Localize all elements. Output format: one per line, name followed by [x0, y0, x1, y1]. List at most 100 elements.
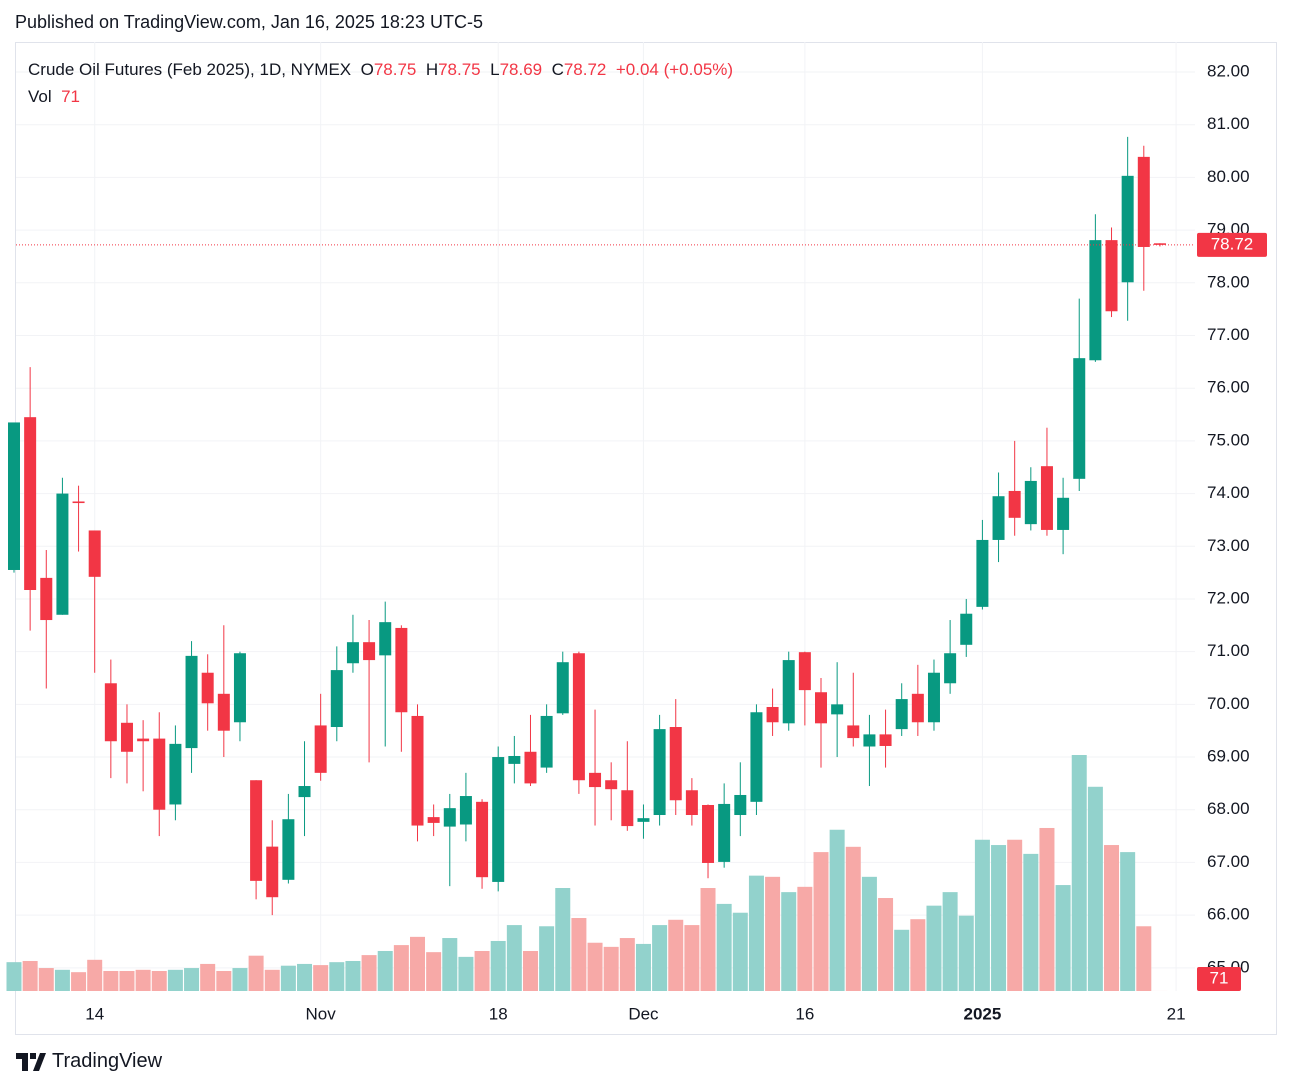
volume-bar [942, 892, 958, 991]
volume-bar [200, 963, 216, 991]
candle-body [1137, 156, 1150, 247]
volume-bar [1039, 827, 1055, 991]
legend-row: Crude Oil Futures (Feb 2025), 1D, NYMEX … [28, 56, 733, 83]
volume-bar [603, 946, 619, 991]
candle-body [572, 653, 585, 781]
candle-body [847, 725, 860, 739]
y-tick-label: 67.00 [1207, 852, 1250, 871]
last-volume-box [1197, 967, 1241, 991]
ohlc-letter: L [490, 60, 500, 79]
candle-body [1089, 240, 1102, 361]
candle-body [88, 530, 101, 577]
volume-bar [700, 888, 716, 991]
candle-body [104, 683, 117, 742]
volume-bar [280, 965, 296, 991]
volume-bar [6, 962, 22, 991]
candle-body [395, 627, 408, 713]
volume-bar [442, 938, 458, 991]
candle-body [233, 653, 246, 723]
grid [16, 42, 1195, 991]
last-price-label: 78.72 [1211, 234, 1254, 253]
volume-bar [377, 950, 393, 991]
volume-bar [135, 969, 151, 991]
volume-bar [571, 918, 587, 991]
candle-body [895, 699, 908, 730]
candles [8, 136, 1195, 916]
candle-body [589, 772, 602, 788]
volume-bar [991, 845, 1007, 991]
volume-bar [732, 912, 748, 991]
candle-body [363, 642, 376, 661]
candle-body [185, 655, 198, 749]
volume-bar [1104, 845, 1120, 991]
candle-body [298, 786, 311, 798]
candle-body [508, 755, 521, 764]
ohlc-value: 78.75 [373, 60, 417, 79]
candle-body [250, 780, 263, 881]
volume-pane [6, 755, 1168, 991]
y-tick-label: 81.00 [1207, 114, 1250, 133]
volume-bar [506, 925, 522, 991]
volume-bar [974, 839, 990, 991]
candle-body [24, 417, 37, 591]
volume-bar [87, 959, 103, 991]
x-tick-label: 18 [489, 1004, 508, 1023]
candle-body [1008, 490, 1021, 518]
candle-body [346, 642, 359, 664]
y-tick-label: 82.00 [1207, 62, 1250, 81]
candle-body [169, 743, 182, 805]
y-tick-label: 69.00 [1207, 747, 1250, 766]
candle-body [782, 660, 795, 724]
candle-body [476, 801, 489, 878]
candle-body [815, 692, 827, 724]
candle-body [766, 706, 779, 723]
candle-body [605, 780, 618, 790]
candle-body [879, 734, 892, 746]
volume-bar [410, 936, 425, 991]
candle-body [1153, 243, 1166, 245]
volume-bar [297, 963, 313, 991]
volume-bar [216, 970, 232, 991]
volume-bar [474, 950, 490, 991]
y-tick-label: 71.00 [1207, 641, 1250, 660]
candle-body [443, 808, 456, 827]
volume-bar [829, 829, 845, 991]
candle-body [201, 672, 214, 704]
volume-bar [1087, 786, 1103, 991]
candle-body [427, 817, 440, 823]
volume-bar [861, 876, 877, 991]
candle-body [960, 613, 973, 645]
candle-body [992, 496, 1005, 540]
volume-bar [587, 942, 603, 991]
volume-bar [1136, 926, 1152, 991]
published-note: Published on TradingView.com, Jan 16, 20… [15, 12, 483, 32]
volume-bar [264, 969, 280, 991]
candle-body [72, 501, 85, 504]
candle-body [266, 846, 279, 898]
volume-bar [635, 943, 651, 991]
brand: TradingView [16, 1050, 162, 1073]
volume-bar [813, 852, 829, 991]
candle-body [734, 794, 747, 816]
candle-body [459, 796, 472, 825]
volume-bar [393, 945, 409, 991]
y-tick-label: 80.00 [1207, 167, 1250, 186]
volume-bar [910, 919, 926, 991]
candle-body [540, 715, 553, 768]
volume-bar [22, 960, 38, 991]
candle-body [831, 704, 844, 715]
volume-bar [151, 970, 167, 991]
candle-body [556, 662, 569, 714]
volume-bar [668, 919, 684, 991]
volume-bar [38, 968, 54, 991]
change: +0.04 [615, 60, 659, 79]
volume-bar [426, 952, 442, 991]
volume-label: Vol [28, 87, 52, 106]
volume-bar [894, 929, 910, 991]
x-tick-label: 2025 [963, 1004, 1001, 1023]
x-tick-label: Nov [306, 1004, 337, 1023]
candle-body [330, 670, 343, 728]
candle-body [927, 672, 940, 723]
candle-body [379, 622, 392, 656]
